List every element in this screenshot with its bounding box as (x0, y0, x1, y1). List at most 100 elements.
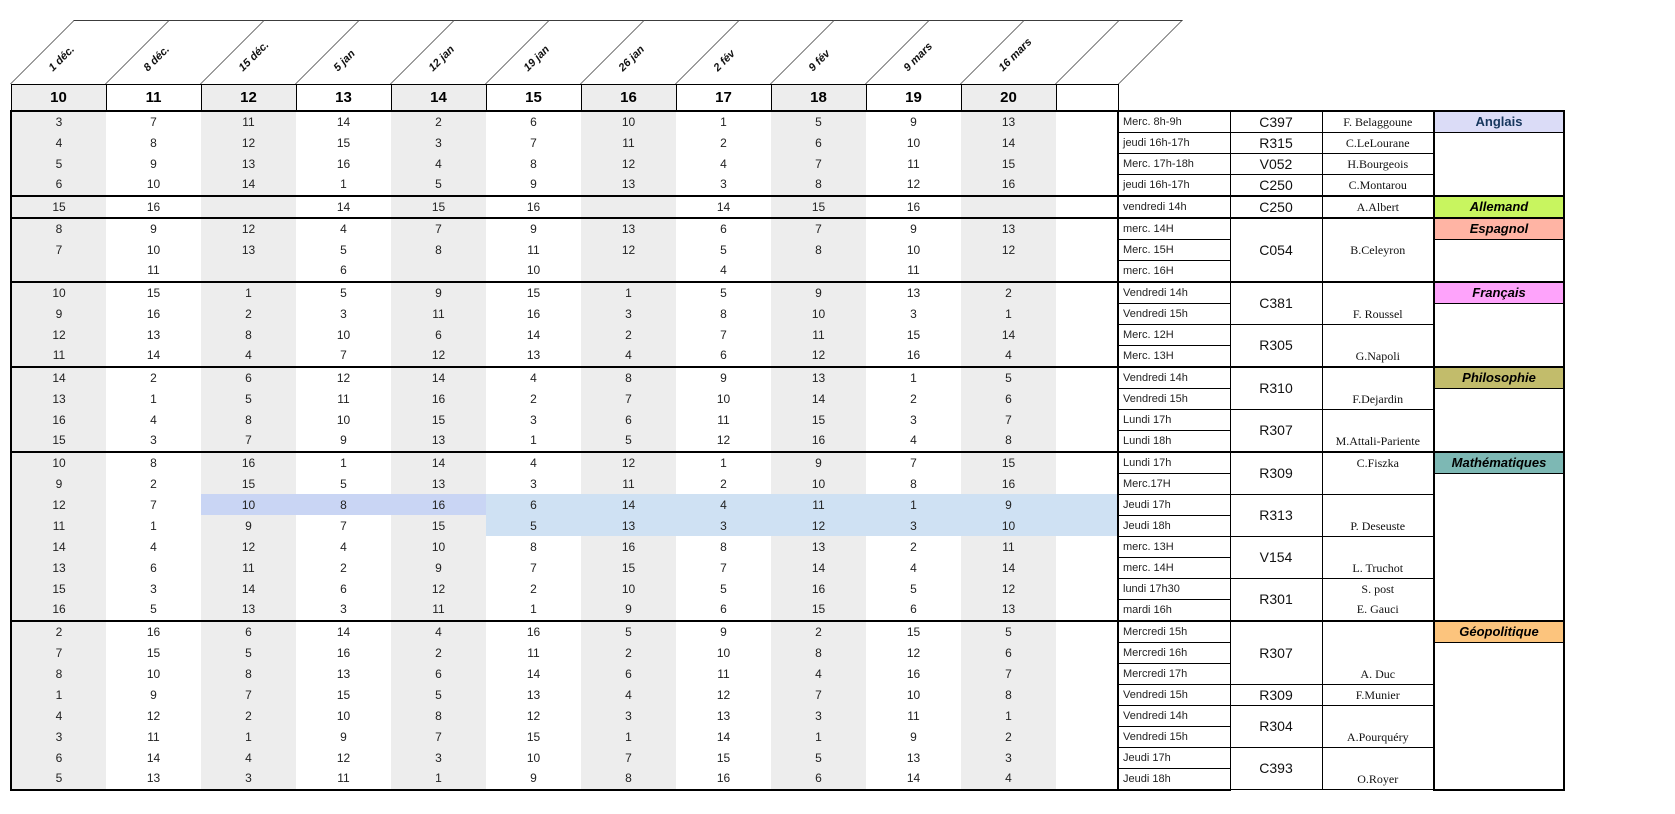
value-cell[interactable]: 1 (340, 177, 347, 192)
teacher-cell[interactable]: C.Fiszka (1321, 450, 1435, 495)
value-cell[interactable]: 4 (201, 747, 296, 768)
value-cell[interactable]: 14 (296, 194, 391, 218)
value-cell[interactable]: 8 (720, 306, 727, 321)
value-cell[interactable]: 8 (201, 324, 296, 345)
value-cell[interactable]: 11 (147, 729, 160, 744)
value-cell[interactable]: 9 (10, 303, 106, 324)
value-cell[interactable]: 7 (391, 726, 486, 747)
value-cell[interactable]: 3 (676, 515, 771, 536)
value-cell[interactable]: 5 (771, 747, 866, 768)
value-cell[interactable]: 10 (906, 135, 921, 150)
value-cell[interactable]: 5 (961, 619, 1056, 642)
value-cell[interactable]: 10 (961, 515, 1056, 536)
value-cell[interactable]: 13 (961, 216, 1056, 239)
value-cell[interactable]: 3 (530, 476, 537, 491)
value-cell[interactable]: 15 (906, 327, 921, 342)
value-cell[interactable]: 7 (10, 642, 106, 663)
value-cell[interactable]: 8 (106, 450, 201, 473)
value-cell[interactable]: 2 (201, 303, 296, 324)
value-cell[interactable]: 7 (530, 560, 537, 575)
week-header-cell[interactable]: 19 (865, 84, 962, 111)
value-cell[interactable]: 11 (201, 109, 296, 132)
value-cell[interactable]: 14 (10, 365, 106, 388)
time-cell[interactable]: Merc. 12H (1117, 324, 1231, 346)
value-cell[interactable]: 13 (106, 768, 201, 791)
value-cell[interactable]: 15 (10, 430, 106, 452)
value-cell[interactable]: 2 (961, 280, 1056, 303)
value-cell[interactable]: 12 (716, 433, 731, 448)
value-cell[interactable]: 4 (961, 345, 1056, 367)
value-cell[interactable]: 12 (391, 345, 486, 367)
value-cell[interactable]: 9 (150, 687, 157, 702)
value-cell[interactable]: 5 (391, 174, 486, 196)
value-cell[interactable]: 7 (771, 153, 866, 174)
room-cell[interactable]: R310 (1229, 365, 1323, 410)
value-cell[interactable]: 8 (910, 476, 917, 491)
value-cell[interactable]: 13 (581, 216, 676, 239)
value-cell[interactable]: 7 (771, 216, 866, 239)
time-cell[interactable]: merc. 14H (1117, 216, 1231, 240)
subject-cell[interactable]: Géopolitique (1433, 619, 1565, 791)
room-cell[interactable]: R309 (1229, 450, 1323, 495)
value-cell[interactable]: 7 (961, 663, 1056, 684)
value-cell[interactable]: 11 (337, 391, 350, 406)
value-cell[interactable]: 15 (10, 578, 106, 599)
value-cell[interactable]: 1 (10, 684, 106, 705)
time-cell[interactable]: Lundi 17h (1117, 450, 1231, 474)
value-cell[interactable]: 8 (961, 430, 1056, 452)
value-cell[interactable]: 16 (866, 194, 961, 218)
value-cell[interactable]: 4 (910, 560, 917, 575)
value-cell[interactable]: 1 (201, 726, 296, 747)
value-cell[interactable]: 16 (961, 473, 1056, 494)
value-cell[interactable]: 4 (201, 345, 296, 367)
value-cell[interactable]: 4 (10, 705, 106, 726)
week-header-cell[interactable]: 11 (105, 84, 202, 111)
value-cell[interactable]: 5 (150, 602, 157, 617)
value-cell[interactable]: 1 (150, 391, 157, 406)
value-cell[interactable]: 2 (530, 391, 537, 406)
value-cell[interactable]: 12 (526, 708, 541, 723)
time-cell[interactable]: Merc. 15H (1117, 239, 1231, 261)
value-cell[interactable]: 12 (771, 345, 866, 367)
week-header-cell[interactable]: 10 (10, 84, 107, 111)
value-cell[interactable]: 5 (720, 581, 727, 596)
value-cell[interactable]: 12 (391, 578, 486, 599)
value-cell[interactable]: 16 (201, 450, 296, 473)
value-cell[interactable]: 8 (771, 642, 866, 663)
value-cell[interactable]: 14 (526, 666, 541, 681)
value-cell[interactable]: 10 (771, 303, 866, 324)
room-cell[interactable]: C054 (1229, 216, 1323, 282)
week-header-cell[interactable]: 13 (295, 84, 392, 111)
value-cell[interactable]: 9 (530, 177, 537, 192)
value-cell[interactable]: 3 (391, 747, 486, 768)
value-cell[interactable]: 16 (771, 430, 866, 452)
value-cell[interactable]: 16 (391, 494, 486, 515)
value-cell[interactable]: 3 (201, 768, 296, 791)
time-cell[interactable]: Jeudi 18h (1117, 768, 1231, 791)
value-cell[interactable]: 3 (961, 747, 1056, 768)
value-cell[interactable]: 6 (581, 663, 676, 684)
value-cell[interactable]: 13 (526, 687, 541, 702)
time-cell[interactable]: Vendredi 15h (1117, 303, 1231, 325)
time-cell[interactable]: merc. 13H (1117, 536, 1231, 558)
value-cell[interactable]: 2 (581, 642, 676, 663)
value-cell[interactable]: 10 (146, 177, 161, 192)
value-cell[interactable]: 1 (391, 768, 486, 791)
value-cell[interactable]: 12 (581, 153, 676, 174)
value-cell[interactable]: 12 (581, 239, 676, 260)
value-cell[interactable]: 3 (720, 177, 727, 192)
subject-cell[interactable]: Philosophie (1433, 365, 1565, 453)
value-cell[interactable]: 14 (771, 557, 866, 578)
value-cell[interactable]: 15 (391, 515, 486, 536)
value-cell[interactable]: 11 (391, 303, 486, 324)
value-cell[interactable]: 16 (526, 306, 541, 321)
teacher-cell[interactable]: M.Attali-Pariente (1321, 408, 1435, 452)
week-header-cell[interactable]: 14 (390, 84, 487, 111)
value-cell[interactable]: 8 (581, 768, 676, 791)
value-cell[interactable]: 13 (10, 388, 106, 409)
value-cell[interactable]: 8 (530, 539, 537, 554)
time-cell[interactable]: mardi 16h (1117, 599, 1231, 621)
value-cell[interactable]: 6 (150, 560, 157, 575)
value-cell[interactable]: 5 (581, 430, 676, 452)
teacher-cell[interactable]: P. Deseuste (1321, 493, 1435, 537)
